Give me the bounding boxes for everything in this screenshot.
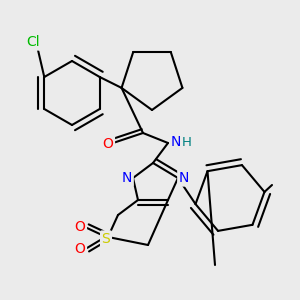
Text: H: H [182, 136, 192, 148]
Text: O: O [75, 220, 86, 234]
Text: N: N [179, 171, 189, 185]
Text: S: S [102, 232, 110, 246]
Text: N: N [171, 135, 181, 149]
Text: N: N [122, 171, 132, 185]
Text: O: O [103, 137, 113, 151]
Text: O: O [75, 242, 86, 256]
Text: Cl: Cl [26, 35, 40, 49]
